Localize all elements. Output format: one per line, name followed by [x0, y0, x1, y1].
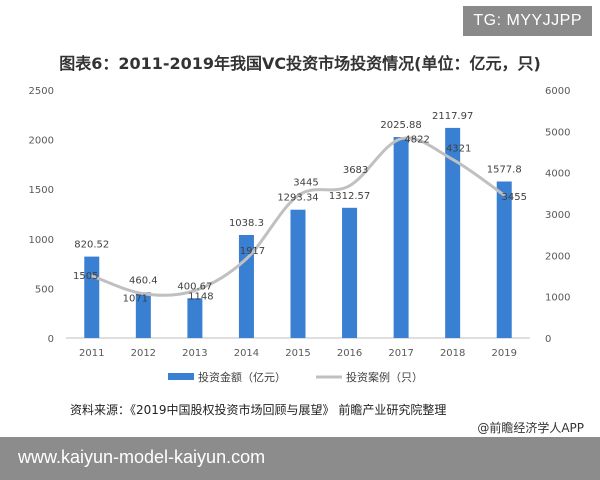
- bar: [84, 256, 100, 338]
- y-right-tick-label: 4000: [545, 169, 570, 180]
- line-value-label: 4321: [446, 143, 471, 154]
- combo-chart: 0 500 1000 1500 2000 2500 0 1000 2000 3000 4000 500…: [29, 86, 571, 384]
- y-right-tick-label: 0: [545, 334, 551, 345]
- x-tick-label: 2019: [491, 348, 516, 359]
- y-left-tick-label: 2500: [29, 86, 54, 97]
- x-tick-label: 2012: [131, 348, 156, 359]
- line-value-label: 1505: [73, 271, 98, 282]
- line-value-label: 1917: [240, 246, 265, 257]
- watermark-tag: TG: MYYJJPP: [463, 6, 592, 36]
- bar-series: [84, 127, 512, 339]
- bar: [393, 137, 409, 338]
- bar-value-label: 820.52: [74, 240, 109, 251]
- bar: [342, 207, 358, 338]
- line-value-label: 1071: [123, 294, 148, 305]
- bar: [445, 127, 461, 339]
- bar-value-label: 2117.97: [432, 111, 473, 122]
- y-left-tick-label: 500: [35, 284, 54, 295]
- bar-value-label: 1312.57: [329, 191, 370, 202]
- bar-value-label: 460.4: [129, 275, 158, 286]
- y-right-tick-label: 1000: [545, 293, 570, 304]
- y-left-tick-label: 1500: [29, 185, 54, 196]
- url-band: [0, 437, 600, 480]
- bar: [135, 292, 151, 338]
- y-right-tick-label: 2000: [545, 251, 570, 262]
- source-note: 资料来源：《2019中国股权投资市场回顾与展望》 前瞻产业研究院整理: [70, 403, 447, 417]
- bar-value-label: 1577.8: [487, 164, 522, 175]
- line-series: [90, 136, 506, 297]
- axes: 0 500 1000 1500 2000 2500 0 1000 2000 3000 4000 500…: [29, 86, 571, 359]
- chart-title: 图表6：2011-2019年我国VC投资市场投资情况(单位：亿元，只): [59, 54, 541, 73]
- y-right-tick-label: 5000: [545, 127, 570, 138]
- x-tick-label: 2016: [337, 348, 362, 359]
- line-value-label: 1148: [188, 292, 213, 303]
- line-value-label: 4822: [404, 135, 429, 146]
- bar-value-label: 400.67: [177, 281, 212, 292]
- brand-credit: @前瞻经济学人APP: [477, 421, 584, 435]
- legend-line-label: 投资案例（只）: [346, 370, 423, 384]
- y-right-tick-label: 6000: [545, 86, 570, 97]
- bar: [187, 298, 203, 338]
- y-left-tick-label: 2000: [29, 136, 54, 147]
- line-value-label: 3455: [501, 192, 526, 203]
- x-tick-label: 2014: [234, 348, 259, 359]
- legend-bar-swatch: [168, 373, 194, 380]
- legend-bar-label: 投资金额（亿元）: [198, 370, 286, 384]
- x-tick-label: 2013: [182, 348, 207, 359]
- url-text: www.kaiyun-model-kaiyun.com: [18, 447, 266, 467]
- y-left-tick-label: 1000: [29, 235, 54, 246]
- line-value-label: 3683: [343, 165, 368, 176]
- x-tick-label: 2015: [285, 348, 310, 359]
- bar: [290, 209, 306, 338]
- bar-value-label: 2025.88: [380, 120, 421, 131]
- y-left-tick-label: 0: [48, 334, 54, 345]
- bar-value-label: 1038.3: [229, 218, 264, 229]
- legend: 投资金额（亿元） 投资案例（只）: [168, 370, 423, 384]
- x-tick-label: 2017: [388, 348, 413, 359]
- x-tick-label: 2011: [79, 348, 104, 359]
- x-tick-label: 2018: [440, 348, 465, 359]
- bar-value-label: 1293.34: [277, 193, 318, 204]
- line-path: [90, 136, 506, 297]
- bar: [496, 181, 512, 338]
- data-labels: 820.52 460.4 400.67 1038.3 1293.34 1312.57 202…: [73, 111, 527, 305]
- line-value-label: 3445: [293, 178, 318, 189]
- y-right-tick-label: 3000: [545, 210, 570, 221]
